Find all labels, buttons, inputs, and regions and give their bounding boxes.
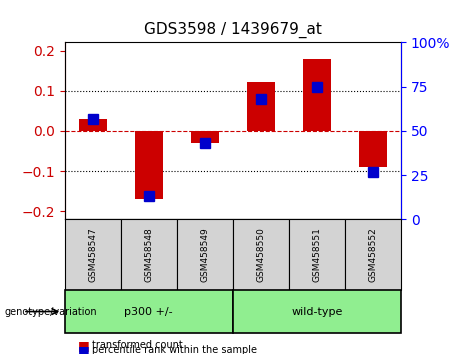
Text: GSM458548: GSM458548 bbox=[144, 228, 153, 282]
Title: GDS3598 / 1439679_at: GDS3598 / 1439679_at bbox=[144, 22, 322, 38]
Text: GSM458547: GSM458547 bbox=[88, 228, 97, 282]
Text: wild-type: wild-type bbox=[291, 307, 343, 316]
Text: GSM458552: GSM458552 bbox=[368, 228, 378, 282]
Text: GSM458550: GSM458550 bbox=[256, 227, 266, 282]
FancyBboxPatch shape bbox=[233, 219, 289, 290]
Text: GSM458551: GSM458551 bbox=[313, 227, 321, 282]
Bar bbox=[359, 131, 387, 167]
Bar bbox=[78, 119, 106, 131]
FancyBboxPatch shape bbox=[65, 219, 121, 290]
Text: percentile rank within the sample: percentile rank within the sample bbox=[92, 346, 257, 354]
Bar bbox=[303, 58, 331, 131]
Bar bbox=[135, 131, 163, 199]
Text: p300 +/-: p300 +/- bbox=[124, 307, 173, 316]
FancyBboxPatch shape bbox=[345, 219, 401, 290]
Text: ■: ■ bbox=[78, 344, 90, 354]
Bar bbox=[247, 82, 275, 131]
FancyBboxPatch shape bbox=[177, 219, 233, 290]
FancyBboxPatch shape bbox=[65, 290, 233, 333]
FancyBboxPatch shape bbox=[233, 290, 401, 333]
Text: genotype/variation: genotype/variation bbox=[5, 307, 97, 316]
FancyBboxPatch shape bbox=[289, 219, 345, 290]
FancyBboxPatch shape bbox=[121, 219, 177, 290]
Bar bbox=[191, 131, 219, 143]
Text: ■: ■ bbox=[78, 339, 90, 352]
Text: GSM458549: GSM458549 bbox=[200, 228, 209, 282]
Text: transformed count: transformed count bbox=[92, 340, 183, 350]
